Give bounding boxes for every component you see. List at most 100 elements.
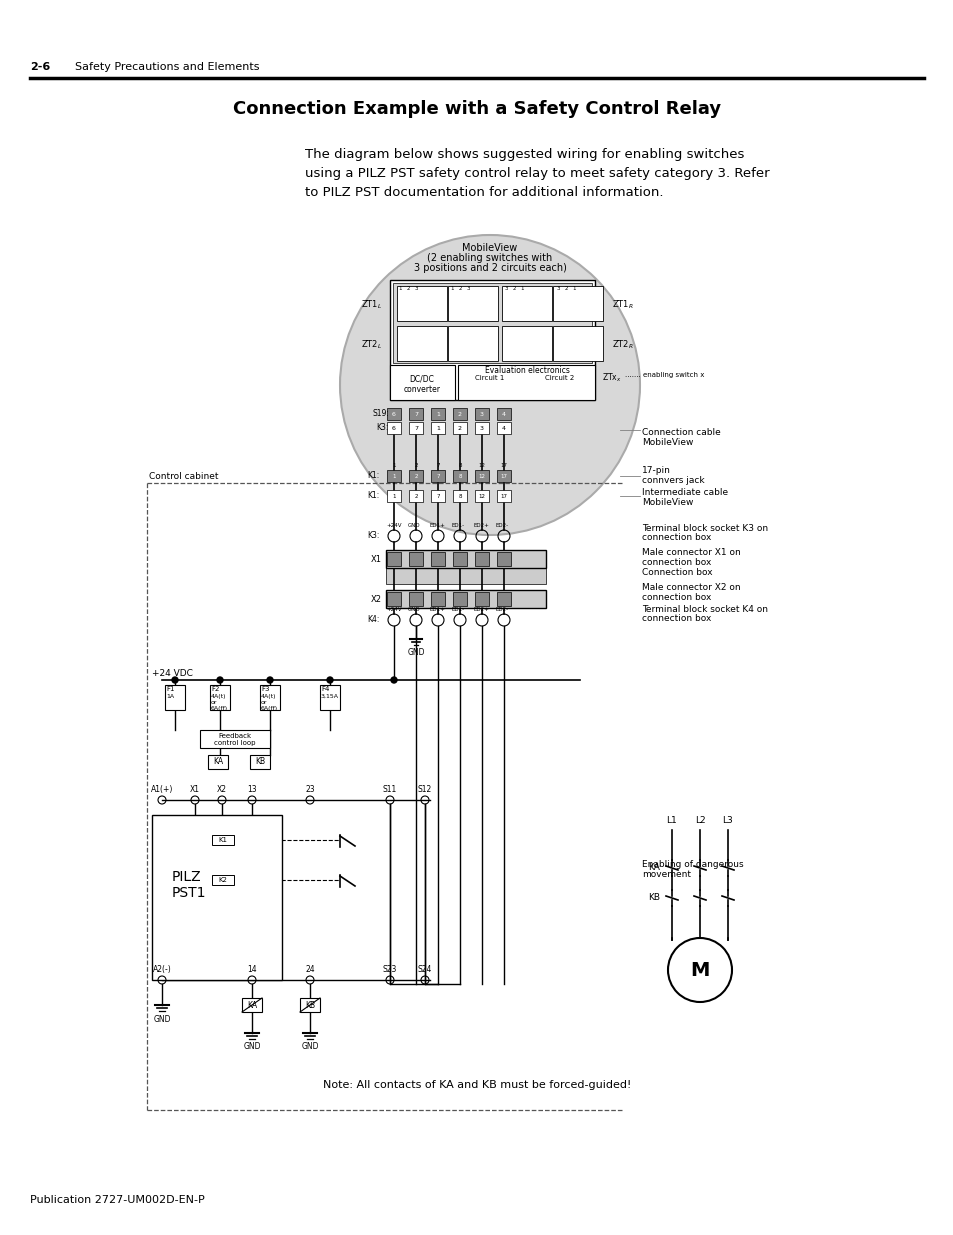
Bar xyxy=(409,422,422,433)
Text: PILZ
PST1: PILZ PST1 xyxy=(172,869,206,900)
Text: ED2+: ED2+ xyxy=(474,606,489,613)
Text: 3 positions and 2 circuits each): 3 positions and 2 circuits each) xyxy=(414,263,566,273)
Text: 17: 17 xyxy=(500,463,507,468)
Bar xyxy=(497,422,511,433)
Text: ZT2$_L$: ZT2$_L$ xyxy=(360,338,381,351)
Text: Enabling of dangerous: Enabling of dangerous xyxy=(641,860,742,869)
Bar xyxy=(200,730,270,748)
Text: ZT1$_L$: ZT1$_L$ xyxy=(360,299,381,311)
Text: Connection Example with a Safety Control Relay: Connection Example with a Safety Control… xyxy=(233,100,720,119)
Text: 1: 1 xyxy=(436,411,439,416)
Bar xyxy=(501,326,552,361)
Text: 3: 3 xyxy=(504,287,507,291)
Text: K1:: K1: xyxy=(367,471,379,479)
Text: 1: 1 xyxy=(392,473,395,478)
Text: F2: F2 xyxy=(211,685,219,692)
Text: 3: 3 xyxy=(556,287,559,291)
Text: +24V: +24V xyxy=(386,522,401,529)
Bar xyxy=(250,755,270,769)
Text: 1A: 1A xyxy=(166,694,174,699)
Text: 2: 2 xyxy=(512,287,516,291)
Bar xyxy=(431,552,444,566)
Text: 3: 3 xyxy=(479,426,483,431)
Text: 2: 2 xyxy=(414,494,417,499)
Text: KB: KB xyxy=(647,893,659,903)
Text: MobileView: MobileView xyxy=(641,498,693,508)
Text: The diagram below shows suggested wiring for enabling switches: The diagram below shows suggested wiring… xyxy=(305,148,743,161)
Text: 12: 12 xyxy=(478,473,485,478)
Text: GND: GND xyxy=(301,1042,318,1051)
Text: ZTx$_x$: ZTx$_x$ xyxy=(601,372,621,384)
Text: (2 enabling switches with: (2 enabling switches with xyxy=(427,253,552,263)
Bar xyxy=(212,876,233,885)
Text: 1: 1 xyxy=(436,426,439,431)
Bar xyxy=(475,408,489,420)
Text: Feedback
control loop: Feedback control loop xyxy=(214,732,255,746)
Bar xyxy=(431,490,444,501)
Text: ED1+: ED1+ xyxy=(430,606,445,613)
Bar xyxy=(475,490,489,501)
Text: 7: 7 xyxy=(414,426,417,431)
Bar xyxy=(212,835,233,845)
Bar xyxy=(431,408,444,420)
Circle shape xyxy=(267,677,273,683)
Circle shape xyxy=(339,235,639,535)
Text: 8: 8 xyxy=(457,473,461,478)
Bar xyxy=(386,568,545,584)
Text: 7: 7 xyxy=(414,411,417,416)
Bar xyxy=(448,326,497,361)
Text: ZT2$_R$: ZT2$_R$ xyxy=(612,338,633,351)
Text: K3:: K3: xyxy=(367,531,379,540)
Bar xyxy=(409,471,422,482)
Text: ....... enabling switch x: ....... enabling switch x xyxy=(624,372,703,378)
Text: 1: 1 xyxy=(392,463,395,468)
Text: L3: L3 xyxy=(721,816,733,825)
Text: 1: 1 xyxy=(397,287,401,291)
Circle shape xyxy=(667,939,731,1002)
Text: Male connector X2 on: Male connector X2 on xyxy=(641,583,740,592)
Text: KA: KA xyxy=(647,863,659,872)
Text: ED2-: ED2- xyxy=(496,522,509,529)
Bar xyxy=(260,685,280,710)
Text: Circuit 2: Circuit 2 xyxy=(545,375,574,382)
Bar xyxy=(453,490,467,501)
Text: F4: F4 xyxy=(320,685,329,692)
Text: connection box: connection box xyxy=(641,593,711,601)
Text: 3: 3 xyxy=(466,287,469,291)
Text: S19:: S19: xyxy=(372,409,389,417)
Bar xyxy=(409,592,422,606)
Bar xyxy=(152,815,282,981)
Bar xyxy=(453,552,467,566)
Text: X1: X1 xyxy=(190,785,200,794)
Text: connection box: connection box xyxy=(641,558,711,567)
Bar xyxy=(431,471,444,482)
Bar xyxy=(475,592,489,606)
Text: MobileView: MobileView xyxy=(462,243,517,253)
Text: 2: 2 xyxy=(457,426,461,431)
Text: 4A(t)
or
6A(ff): 4A(t) or 6A(ff) xyxy=(261,694,278,710)
Bar xyxy=(453,422,467,433)
Bar xyxy=(387,490,400,501)
Text: ED2-: ED2- xyxy=(496,606,509,613)
Text: Intermediate cable: Intermediate cable xyxy=(641,488,727,496)
Text: 2: 2 xyxy=(457,287,461,291)
Bar xyxy=(497,471,511,482)
Text: 6: 6 xyxy=(392,426,395,431)
Circle shape xyxy=(172,677,178,683)
Text: Connection box: Connection box xyxy=(641,568,712,577)
Bar xyxy=(453,592,467,606)
Text: Circuit 1: Circuit 1 xyxy=(475,375,504,382)
Text: K1: K1 xyxy=(218,837,227,844)
Text: +24 VDC: +24 VDC xyxy=(152,669,193,678)
Text: 3,15A: 3,15A xyxy=(320,694,338,699)
Text: KB: KB xyxy=(254,757,265,767)
Bar xyxy=(387,592,400,606)
Text: MobileView: MobileView xyxy=(641,438,693,447)
Text: +24V: +24V xyxy=(386,606,401,613)
Text: 24: 24 xyxy=(305,965,314,974)
Text: S11: S11 xyxy=(382,785,396,794)
Text: Evaluation electronics: Evaluation electronics xyxy=(484,366,569,375)
Text: K1:: K1: xyxy=(367,490,379,499)
Text: 7: 7 xyxy=(436,473,439,478)
Bar xyxy=(431,422,444,433)
